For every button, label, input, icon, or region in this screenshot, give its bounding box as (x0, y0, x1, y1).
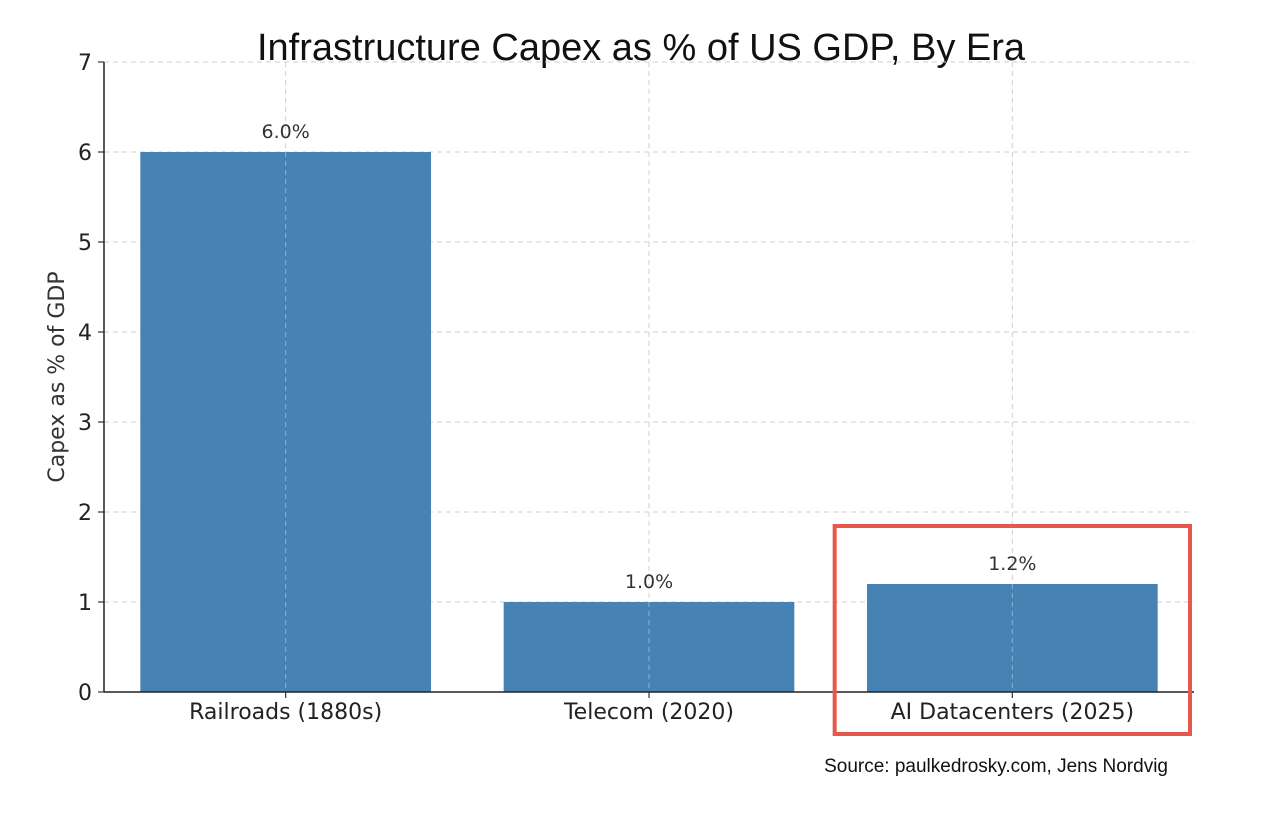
y-tick-label: 1 (78, 591, 92, 616)
y-tick-label: 3 (78, 411, 92, 436)
y-tick-label: 4 (78, 321, 92, 346)
bar-data-label: 1.0% (625, 571, 673, 593)
source-note: Source: paulkedrosky.com, Jens Nordvig (824, 756, 1168, 777)
bar-data-label: 1.2% (988, 553, 1036, 575)
y-tick-label: 6 (78, 141, 92, 166)
bar-data-label: 6.0% (262, 121, 310, 143)
x-tick-label: AI Datacenters (2025) (891, 700, 1134, 725)
y-axis-label: Capex as % of GDP (45, 271, 70, 482)
bar-layer (140, 152, 1158, 692)
y-tick-label: 7 (78, 51, 92, 76)
x-tick-label: Railroads (1880s) (189, 700, 382, 725)
y-tick-label: 5 (78, 231, 92, 256)
chart-title: Infrastructure Capex as % of US GDP, By … (257, 27, 1026, 69)
highlight-box (832, 524, 1193, 736)
label-layer: 6.0% 1.0% 1.2% (262, 121, 1193, 736)
axis-layer: 0 1 2 3 4 5 6 7 Railroads (1880s) Telecom (2020) A… (78, 51, 1194, 725)
x-tick-label: Telecom (2020) (563, 700, 734, 725)
y-tick-label: 0 (78, 681, 92, 706)
y-tick-label: 2 (78, 501, 92, 526)
